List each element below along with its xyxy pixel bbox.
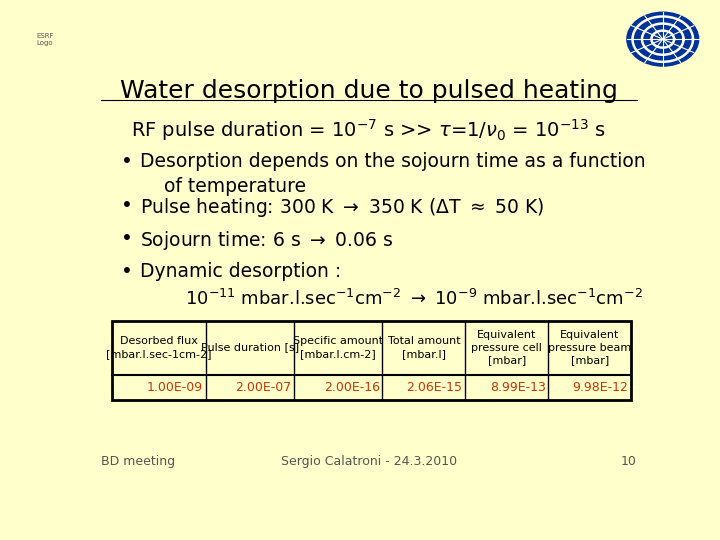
Text: 1.00E-09: 1.00E-09 xyxy=(147,381,203,394)
Text: Total amount
[mbar.l]: Total amount [mbar.l] xyxy=(387,336,460,359)
Text: Pulse heating: 300 K $\rightarrow$ 350 K ($\Delta$T $\approx$ 50 K): Pulse heating: 300 K $\rightarrow$ 350 K… xyxy=(140,196,545,219)
Text: 8.99E-13: 8.99E-13 xyxy=(490,381,546,394)
Text: 2.06E-15: 2.06E-15 xyxy=(407,381,463,394)
Text: 2.00E-16: 2.00E-16 xyxy=(324,381,379,394)
Text: Pulse duration [s]: Pulse duration [s] xyxy=(201,342,299,353)
Text: 9.98E-12: 9.98E-12 xyxy=(572,381,629,394)
Text: 2.00E-07: 2.00E-07 xyxy=(235,381,292,394)
Text: $10^{-11}$ mbar.l.sec$^{-1}$cm$^{-2}$ $\rightarrow$ $10^{-9}$ mbar.l.sec$^{-1}$c: $10^{-11}$ mbar.l.sec$^{-1}$cm$^{-2}$ $\… xyxy=(185,289,643,309)
Text: Sojourn time: 6 s $\rightarrow$ 0.06 s: Sojourn time: 6 s $\rightarrow$ 0.06 s xyxy=(140,229,394,252)
Text: ESRF
Logo: ESRF Logo xyxy=(36,32,54,46)
Text: Specific amount
[mbar.l.cm-2]: Specific amount [mbar.l.cm-2] xyxy=(293,336,384,359)
Text: Equivalent
pressure cell
[mbar]: Equivalent pressure cell [mbar] xyxy=(472,330,542,365)
Text: •: • xyxy=(121,262,132,281)
Text: •: • xyxy=(121,152,132,171)
Text: BD meeting: BD meeting xyxy=(101,455,175,468)
Text: 10: 10 xyxy=(621,455,637,468)
Text: Sergio Calatroni - 24.3.2010: Sergio Calatroni - 24.3.2010 xyxy=(281,455,457,468)
Text: RF pulse duration = $10^{-7}$ s >> $\tau$=1/$\nu_0$ = $10^{-13}$ s: RF pulse duration = $10^{-7}$ s >> $\tau… xyxy=(132,117,606,143)
Circle shape xyxy=(627,12,698,66)
Text: Water desorption due to pulsed heating: Water desorption due to pulsed heating xyxy=(120,79,618,103)
Text: •: • xyxy=(121,229,132,248)
Text: Dynamic desorption :: Dynamic desorption : xyxy=(140,262,341,281)
Text: Desorption depends on the sojourn time as a function
    of temperature: Desorption depends on the sojourn time a… xyxy=(140,152,646,196)
FancyBboxPatch shape xyxy=(112,321,631,400)
Text: Desorbed flux
[mbar.l.sec-1cm-2]: Desorbed flux [mbar.l.sec-1cm-2] xyxy=(107,336,212,359)
Text: •: • xyxy=(121,196,132,215)
Text: Equivalent
pressure beam
[mbar]: Equivalent pressure beam [mbar] xyxy=(548,330,631,365)
